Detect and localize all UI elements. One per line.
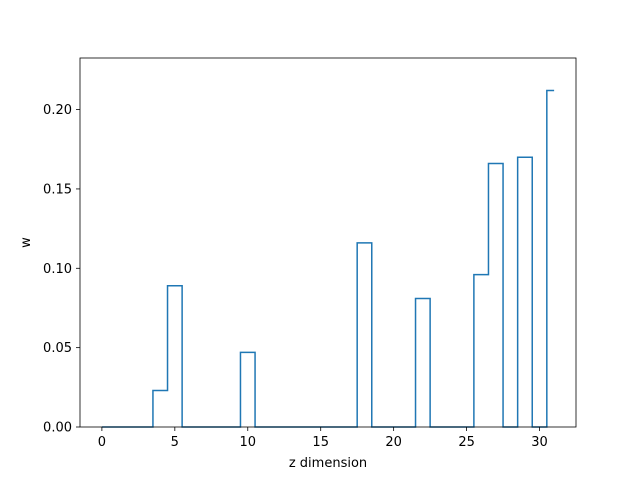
x-axis-label: z dimension [289, 456, 367, 471]
x-tick-label: 0 [98, 435, 106, 450]
y-tick-label: 0.05 [43, 341, 72, 356]
y-tick-label: 0.00 [43, 421, 72, 436]
y-axis-label: w [19, 237, 34, 248]
axes-frame [79, 57, 577, 428]
x-tick-label: 20 [385, 435, 402, 450]
y-tick-label: 0.20 [43, 103, 72, 118]
x-tick-label: 15 [312, 435, 329, 450]
series-line-0 [101, 89, 555, 428]
x-tick-label: 5 [171, 435, 179, 450]
x-tick-label: 10 [239, 435, 256, 450]
x-tick-label: 25 [458, 435, 475, 450]
ticks: 0 5 10 15 20 25 30 0.00 0.05 0.10 0.15 0.20 [43, 103, 548, 450]
plot-area [79, 57, 577, 428]
x-tick-label: 30 [531, 435, 548, 450]
y-tick-label: 0.15 [43, 182, 72, 197]
y-tick-label: 0.10 [43, 262, 72, 277]
